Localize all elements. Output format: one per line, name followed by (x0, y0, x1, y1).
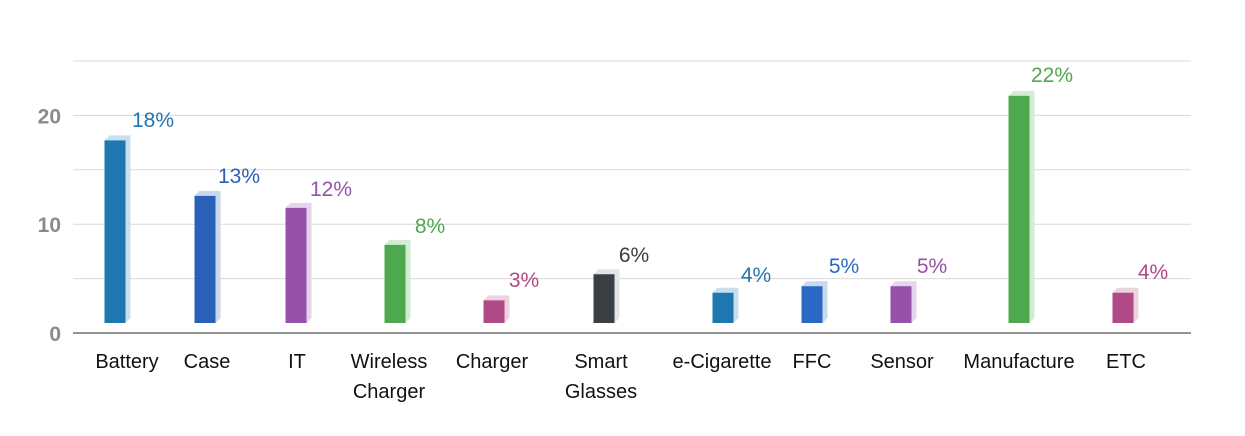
x-tick-label: Case (184, 351, 231, 373)
x-tick-label: e-Cigarette (673, 351, 772, 373)
data-label: 6% (619, 244, 649, 267)
data-label: 3% (509, 269, 539, 292)
x-tick-label-line: Battery (95, 351, 158, 373)
bar (593, 274, 615, 323)
bar (801, 286, 823, 323)
data-label: 13% (218, 165, 260, 188)
x-tick-label: Charger (456, 351, 529, 373)
data-label: 5% (829, 255, 859, 278)
x-tick-label: FFC (793, 351, 832, 373)
x-tick-label-line: Wireless (351, 351, 428, 373)
bar (285, 207, 307, 323)
x-tick-label: Battery (95, 351, 158, 373)
bar (890, 286, 912, 323)
x-tick-label-line: IT (288, 351, 306, 373)
x-tick-label-line: Sensor (870, 351, 934, 373)
y-tick-label: 0 (49, 323, 61, 346)
x-tick-label-line: Charger (456, 351, 529, 373)
x-tick-label-line: e-Cigarette (673, 351, 772, 373)
bar (712, 292, 734, 323)
data-label: 22% (1031, 64, 1073, 87)
data-label: 8% (415, 215, 445, 238)
x-tick-label-line: Smart (574, 351, 628, 373)
data-label: 18% (132, 109, 174, 132)
x-tick-label: ETC (1106, 351, 1146, 373)
x-tick-label-line: FFC (793, 351, 832, 373)
x-tick-label-line: ETC (1106, 351, 1146, 373)
bar (1008, 95, 1030, 323)
x-tick-label: IT (288, 351, 306, 373)
x-tick-label-line: Manufacture (963, 351, 1074, 373)
data-label: 4% (1138, 261, 1168, 284)
data-label: 4% (741, 264, 771, 287)
data-label: 5% (917, 255, 947, 278)
bar (384, 244, 406, 323)
x-tick-label: Smart Glasses (565, 351, 637, 403)
x-tick-label: Sensor (870, 351, 934, 373)
bar (194, 195, 216, 323)
x-tick-label: Wireless Charger (351, 351, 428, 403)
bar (104, 140, 126, 323)
x-tick-label-line: Glasses (565, 381, 637, 403)
y-tick-label: 20 (38, 105, 61, 128)
x-tick-label-line: Charger (353, 381, 426, 403)
y-tick-label: 10 (38, 214, 61, 237)
x-tick-label: Manufacture (963, 351, 1074, 373)
bar (483, 300, 505, 323)
data-label: 12% (310, 178, 352, 201)
bar (1112, 292, 1134, 323)
x-tick-label-line: Case (184, 351, 231, 373)
